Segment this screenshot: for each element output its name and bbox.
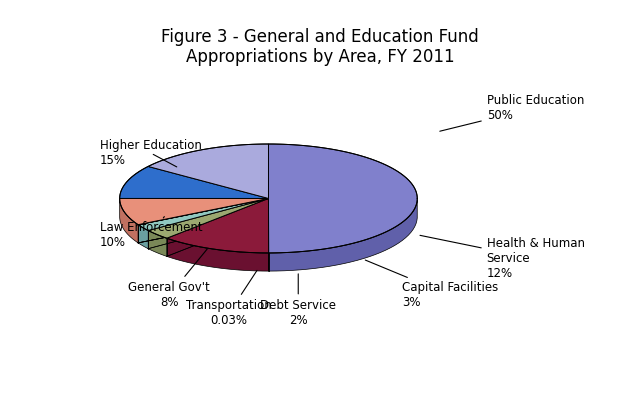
Text: Law Enforcement
10%: Law Enforcement 10% bbox=[100, 217, 202, 249]
Text: General Gov't
8%: General Gov't 8% bbox=[129, 249, 210, 309]
Text: Transportation
0.03%: Transportation 0.03% bbox=[186, 270, 271, 327]
Polygon shape bbox=[138, 225, 148, 249]
Text: Figure 3 - General and Education Fund
Appropriations by Area, FY 2011: Figure 3 - General and Education Fund Ap… bbox=[161, 28, 479, 66]
Polygon shape bbox=[120, 198, 269, 225]
Polygon shape bbox=[269, 200, 417, 271]
Polygon shape bbox=[148, 144, 269, 198]
Text: Health & Human
Service
12%: Health & Human Service 12% bbox=[420, 235, 585, 281]
Polygon shape bbox=[148, 231, 167, 256]
Text: Higher Education
15%: Higher Education 15% bbox=[100, 139, 202, 167]
Polygon shape bbox=[148, 198, 269, 238]
Text: Debt Service
2%: Debt Service 2% bbox=[260, 274, 336, 327]
Text: Public Education
50%: Public Education 50% bbox=[440, 94, 584, 131]
Polygon shape bbox=[138, 198, 269, 231]
Polygon shape bbox=[167, 198, 269, 253]
Polygon shape bbox=[269, 144, 417, 253]
Text: Capital Facilities
3%: Capital Facilities 3% bbox=[365, 260, 499, 309]
Polygon shape bbox=[120, 199, 138, 243]
Polygon shape bbox=[120, 167, 269, 198]
Polygon shape bbox=[167, 238, 269, 271]
Polygon shape bbox=[138, 198, 269, 225]
